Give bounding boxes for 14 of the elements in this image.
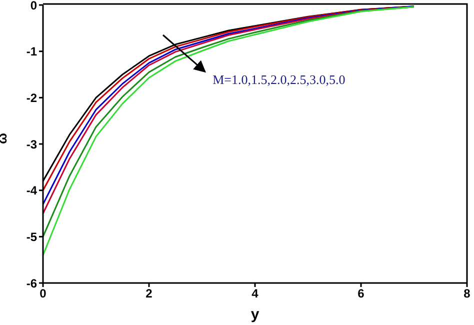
x-tick-label: 2 [146, 286, 153, 301]
x-tick-label: 8 [464, 286, 471, 301]
x-tick-label: 4 [252, 286, 259, 301]
annotation: M=1.0,1.5,2.0,2.5,3.0,5.0 [212, 72, 346, 88]
x-tick-label: 0 [40, 286, 47, 301]
y-tick-label: -4 [26, 184, 38, 198]
y-tick-label: -6 [26, 276, 38, 290]
y-tick-label: -1 [26, 44, 38, 59]
y-tick-label: -2 [26, 90, 38, 105]
y-tick-label: -3 [26, 137, 38, 152]
y-tick-label: 0 [30, 0, 38, 12]
x-tick-label: 6 [358, 286, 365, 301]
x-axis-title: y [250, 306, 260, 323]
y-tick-label: -5 [26, 230, 38, 244]
